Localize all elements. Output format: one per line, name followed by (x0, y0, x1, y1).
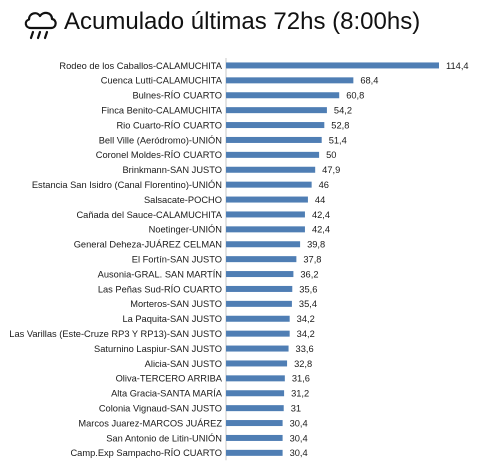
category-label: Ausonia-GRAL. SAN MARTÍN (98, 269, 222, 279)
bar (226, 241, 301, 248)
bar (226, 345, 289, 352)
data-label: 50 (326, 150, 336, 160)
data-label: 31 (291, 403, 301, 413)
category-label: Marcos Juarez-MARCOS JUÁREZ (78, 418, 222, 428)
bar (226, 360, 288, 367)
data-label: 31,2 (291, 389, 309, 399)
category-label: La Paquita-SAN JUSTO (122, 314, 222, 324)
bar (226, 315, 290, 322)
data-label: 44 (315, 195, 325, 205)
bar (226, 434, 283, 441)
bar (226, 271, 294, 278)
bar (226, 181, 312, 188)
bar (226, 107, 327, 114)
category-label: Bell Ville (Aeródromo)-UNIÓN (99, 135, 222, 145)
rain-cloud-icon (24, 11, 57, 40)
bar (226, 122, 325, 129)
category-label: Saturnino Laspiur-SAN JUSTO (94, 344, 222, 354)
bar (226, 300, 292, 307)
data-label: 35,4 (299, 299, 317, 309)
bar (226, 211, 305, 218)
category-label: General Deheza-JUÁREZ CELMAN (74, 240, 222, 250)
bar (226, 196, 308, 203)
data-label: 35,6 (299, 284, 317, 294)
data-label: 51,4 (329, 135, 347, 145)
bar (226, 375, 285, 382)
bar (226, 166, 316, 173)
category-label: San Antonio de Litin-UNIÓN (106, 433, 222, 443)
category-label: Brinkmann-SAN JUSTO (122, 165, 222, 175)
data-label: 39,8 (307, 240, 325, 250)
category-label: Cuenca Lutti-CALAMUCHITA (101, 76, 223, 86)
bar (226, 256, 297, 263)
bar (226, 92, 340, 99)
category-label: Salsacate-POCHO (144, 195, 222, 205)
data-label: 68,4 (360, 76, 378, 86)
category-label: Morteros-SAN JUSTO (130, 299, 222, 309)
category-label: Noetinger-UNIÓN (149, 225, 222, 235)
data-label: 52,8 (331, 120, 349, 130)
chart-header: Acumulado últimas 72hs (8:00hs) (0, 0, 480, 52)
bar (226, 285, 293, 292)
bar (226, 136, 322, 143)
category-label: Las Peñas Sud-RÍO CUARTO (98, 284, 222, 294)
bar (226, 226, 305, 233)
data-label: 114,4 (446, 61, 469, 71)
bar (226, 405, 284, 412)
data-label: 30,4 (290, 433, 308, 443)
category-label: Colonia Vignaud-SAN JUSTO (99, 403, 222, 413)
data-label: 30,4 (290, 418, 308, 428)
category-label: Coronel Moldes-RÍO CUARTO (96, 150, 222, 160)
bar (226, 449, 283, 456)
data-label: 54,2 (334, 105, 352, 115)
data-label: 32,8 (294, 359, 312, 369)
bar (226, 330, 290, 337)
category-label: Las Varillas (Este-Cruze RP3 Y RP13)-SAN… (9, 329, 222, 339)
data-label: 30,4 (290, 448, 308, 458)
bar (226, 77, 354, 84)
bar (226, 420, 283, 427)
data-label: 31,6 (292, 374, 310, 384)
bar (226, 151, 320, 158)
data-label: 36,2 (300, 269, 318, 279)
category-label: Estancia San Isidro (Canal Florentino)-U… (32, 180, 222, 190)
data-label: 33,6 (296, 344, 314, 354)
data-label: 34,2 (297, 314, 315, 324)
bar (226, 390, 285, 397)
category-label: Cañada del Sauce-CALAMUCHITA (76, 210, 222, 220)
data-label: 42,4 (312, 225, 330, 235)
data-label: 46 (319, 180, 329, 190)
category-label: El Fortín-SAN JUSTO (132, 254, 222, 264)
data-label: 47,9 (322, 165, 340, 175)
data-label: 60,8 (346, 91, 364, 101)
category-label: Rodeo de los Caballos-CALAMUCHITA (59, 61, 222, 71)
page-title: Acumulado últimas 72hs (8:00hs) (64, 8, 421, 35)
data-label: 42,4 (312, 210, 330, 220)
rainfall-bar-chart: Rodeo de los Caballos-CALAMUCHITA 114,4 Cu… (9, 58, 469, 461)
category-label: Finca Benito-CALAMUCHITA (101, 105, 223, 115)
category-label: Alta Gracia-SANTA MARÍA (111, 389, 223, 399)
category-label: Camp.Exp Sampacho-RÍO CUARTO (70, 448, 222, 458)
data-label: 37,8 (303, 254, 321, 264)
data-label: 34,2 (297, 329, 315, 339)
category-label: Alicia-SAN JUSTO (145, 359, 222, 369)
bar (226, 62, 439, 69)
category-label: Bulnes-RÍO CUARTO (132, 91, 222, 101)
category-label: Rio Cuarto-RÍO CUARTO (116, 120, 222, 130)
category-label: Oliva-TERCERO ARRIBA (116, 374, 223, 384)
